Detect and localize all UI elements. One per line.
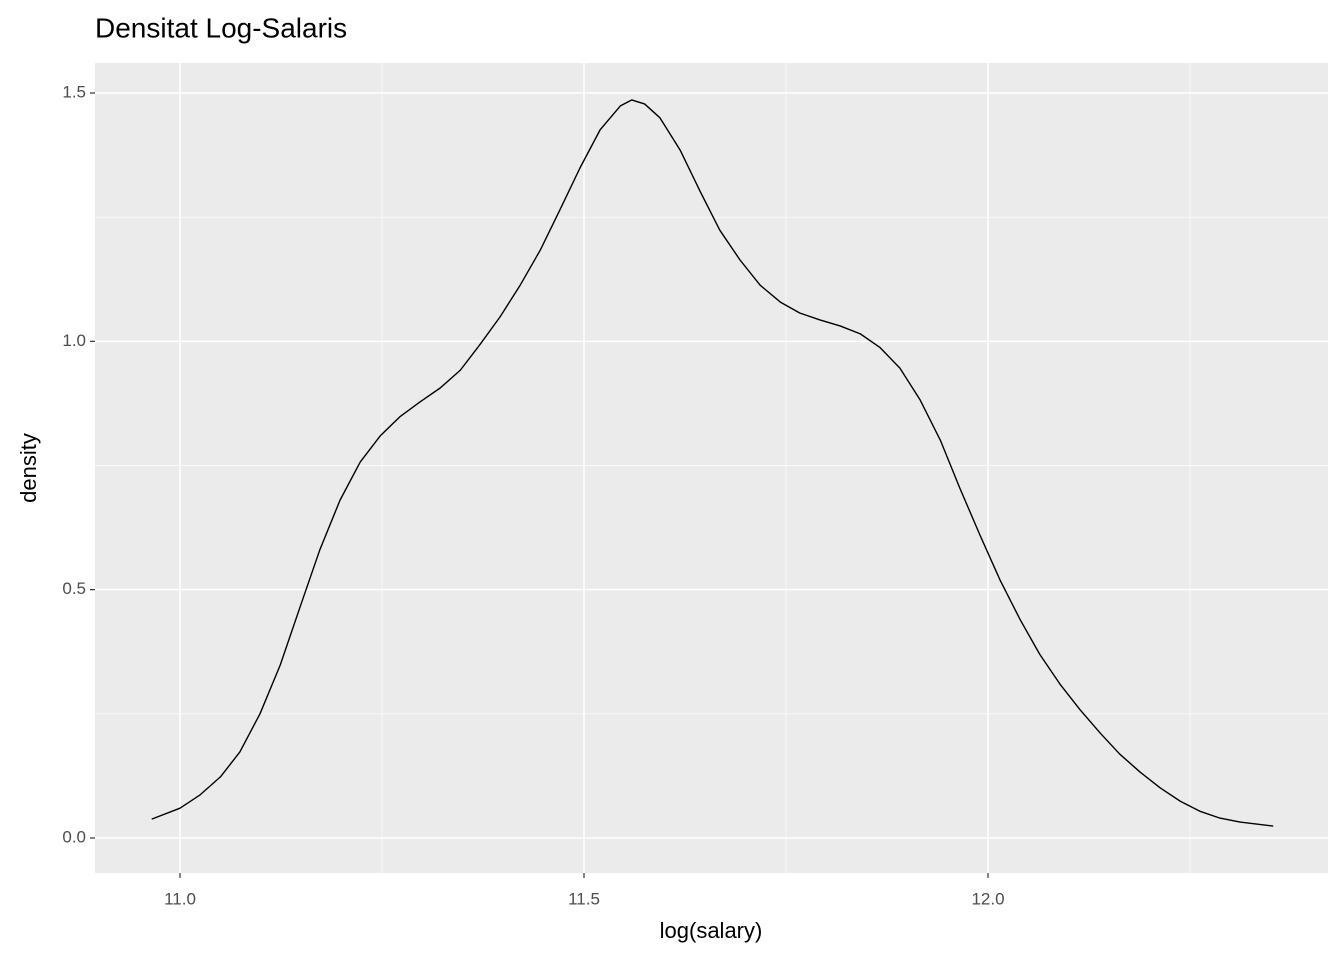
grid	[95, 63, 1328, 873]
y-tick-label: 1.5	[62, 82, 86, 101]
panel	[95, 63, 1328, 873]
y-tick-label: 0.0	[62, 827, 86, 846]
x-axis-title: log(salary)	[660, 918, 763, 943]
x-tick-label: 11.5	[568, 889, 600, 908]
y-axis-title: density	[16, 433, 41, 503]
density-line	[151, 99, 1274, 827]
marks	[151, 99, 1274, 827]
x-tick-label: 11.0	[164, 889, 196, 908]
chart-title: Densitat Log-Salaris	[95, 12, 347, 43]
y-tick-label: 1.0	[62, 331, 86, 350]
x-tick-label: 12.0	[971, 889, 1004, 908]
y-tick-label: 0.5	[62, 579, 86, 598]
